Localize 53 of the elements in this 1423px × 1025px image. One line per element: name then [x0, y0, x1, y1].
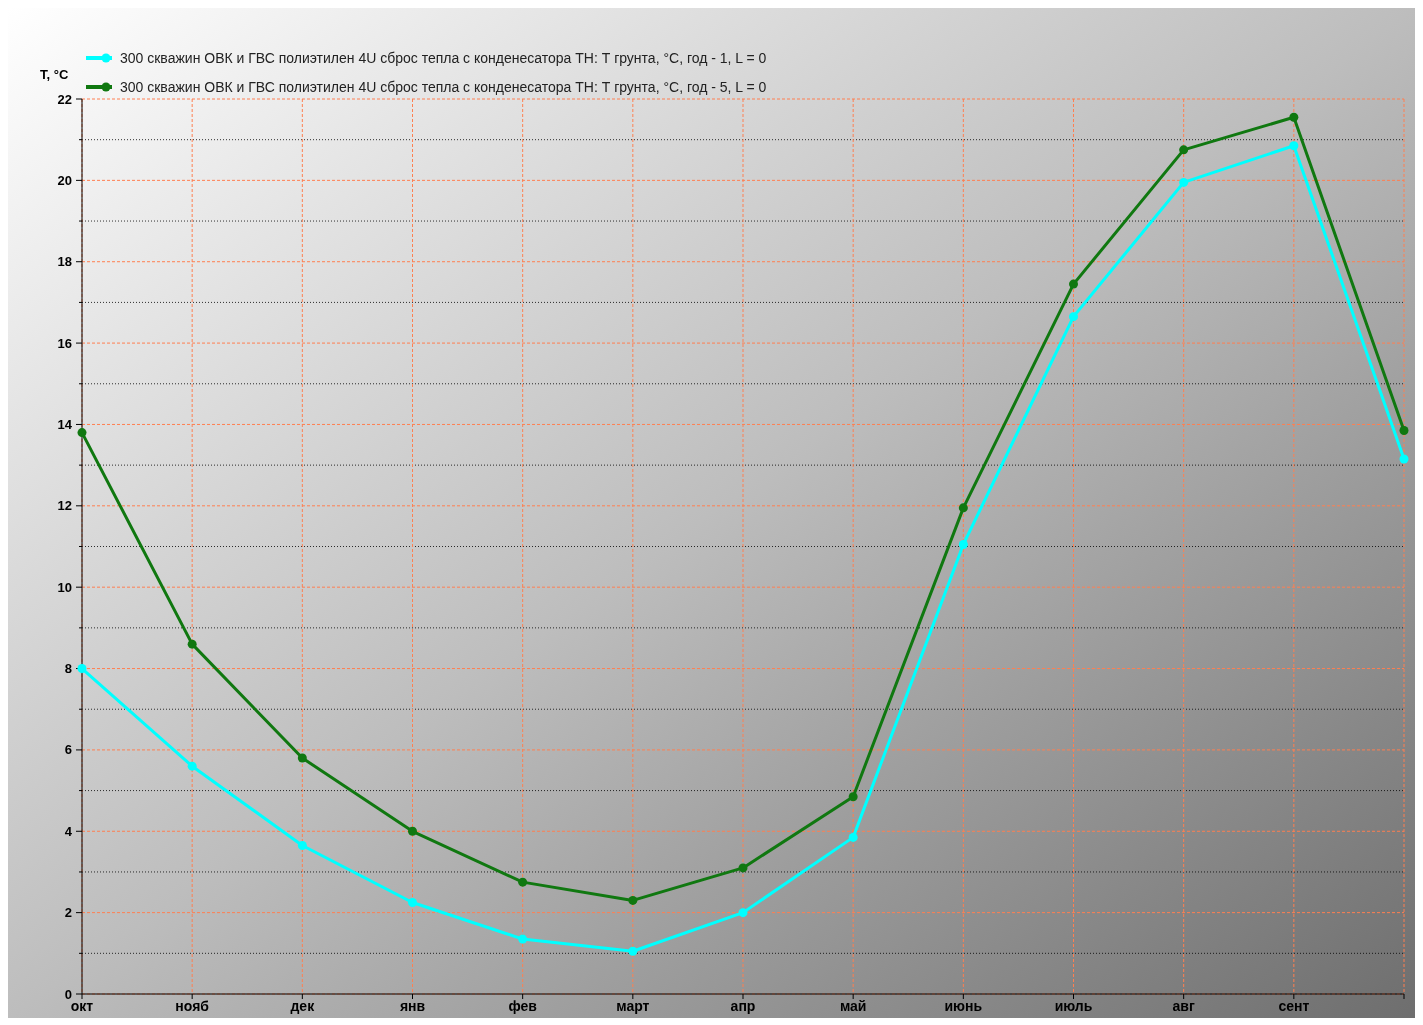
point — [1289, 141, 1299, 151]
x-tick-label: нояб — [175, 998, 210, 1014]
point — [297, 841, 307, 851]
x-tick-label: авг — [1172, 998, 1195, 1014]
point — [958, 503, 968, 513]
legend-label: 300 скважин ОВК и ГВС полиэтилен 4U сброс тепла с конденесатора ТН: Т грунта, °C, год - 1, L = 0 — [120, 49, 767, 66]
point — [1289, 112, 1299, 122]
point — [187, 761, 197, 771]
point — [77, 664, 87, 674]
y-tick-label: 14 — [57, 417, 73, 432]
x-tick-label: март — [616, 998, 650, 1014]
point — [1399, 454, 1409, 464]
point — [628, 946, 638, 956]
x-tick-label: фев — [508, 998, 538, 1014]
x-tick-label: апр — [730, 998, 756, 1014]
point — [187, 639, 197, 649]
x-tick-label: июль — [1054, 998, 1093, 1014]
x-tick-label: сент — [1278, 998, 1310, 1014]
y-axis-title: T, °C — [40, 67, 69, 82]
point — [408, 826, 417, 836]
point — [848, 792, 858, 802]
point — [958, 539, 968, 549]
point — [518, 934, 528, 944]
point — [408, 897, 417, 907]
y-tick-label: 2 — [64, 905, 72, 921]
point — [518, 877, 528, 887]
point — [1069, 279, 1078, 289]
point — [1069, 312, 1078, 322]
y-tick-label: 22 — [57, 91, 72, 107]
x-tick-label: янв — [399, 998, 426, 1014]
y-tick-label: 12 — [57, 498, 72, 514]
point — [628, 895, 638, 905]
y-tick-label: 6 — [64, 742, 72, 758]
y-tick-label: 8 — [64, 661, 72, 677]
x-tick-label: май — [839, 998, 867, 1014]
point — [738, 908, 748, 918]
y-tick-label: 16 — [57, 335, 72, 351]
y-tick-label: 10 — [57, 579, 72, 595]
y-tick-label: 0 — [64, 986, 72, 1002]
point — [1179, 177, 1189, 187]
point — [1399, 426, 1409, 436]
legend-label: 300 скважин ОВК и ГВС полиэтилен 4U сброс тепла с конденесатора ТН: Т грунта, °C, год - 5, L = 0 — [120, 78, 767, 95]
x-tick-label: дек — [290, 998, 316, 1014]
point — [77, 428, 87, 438]
y-tick-label: 18 — [57, 254, 72, 270]
y-tick-label: 4 — [64, 823, 73, 839]
point — [1179, 145, 1189, 155]
x-tick-label: июнь — [944, 998, 983, 1014]
point — [297, 753, 307, 763]
point — [738, 863, 748, 873]
point — [848, 832, 858, 842]
y-tick-label: 20 — [57, 172, 72, 188]
x-tick-label: окт — [70, 998, 94, 1014]
